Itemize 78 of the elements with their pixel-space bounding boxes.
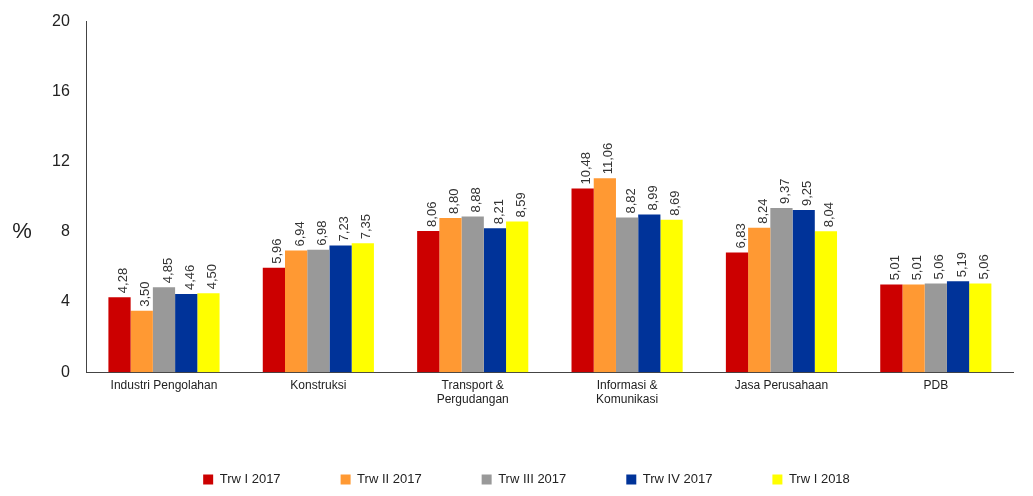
bar [483,228,507,373]
data-label: 4,46 [181,264,197,291]
bar [130,310,153,373]
data-label: 8,82 [622,188,638,214]
data-label: 8,88 [468,187,484,213]
y-tick-label: 16 [52,82,70,100]
legend-label: Trw IV 2017 [642,471,713,487]
data-label: 6,98 [313,220,329,246]
data-label: 5,96 [269,238,285,264]
bar [748,227,771,373]
data-label: 6,94 [291,221,307,247]
y-tick-label: 0 [60,362,70,380]
data-label: 8,80 [446,188,462,214]
legend-label: Trw III 2017 [498,471,567,487]
bar [152,287,176,373]
bar [175,294,198,373]
bar [351,243,374,373]
bar [725,252,749,373]
y-tick-label: 8 [60,222,70,240]
x-tick-label: Informasi & Komunikasi [596,377,659,407]
bar [197,293,220,373]
data-label: 5,06 [931,254,947,280]
bar [969,283,992,373]
y-tick-label: 4 [60,292,70,310]
bar [439,217,462,373]
data-label: 4,50 [204,264,220,290]
y-tick-label: 20 [52,12,70,30]
bar [902,284,925,373]
data-label: 5,01 [886,255,902,281]
bar [924,283,947,373]
data-label: 4,85 [159,257,175,284]
bar [638,214,661,373]
data-label: 4,28 [115,267,131,294]
bar [880,284,903,373]
bar [417,230,440,373]
bar [615,217,639,373]
data-label: 9,25 [799,180,815,207]
data-label: 7,23 [336,216,352,242]
x-tick-label: PDB [923,377,949,392]
y-axis-title: % [12,218,32,244]
legend-label: Trw I 2017 [219,471,281,487]
bar [262,267,285,373]
bar [285,250,308,373]
data-label: 9,37 [777,178,793,204]
x-tick-label: Industri Pengolahan [110,377,218,392]
y-tick-label: 12 [52,152,70,170]
data-label: 8,99 [644,185,660,211]
bar [571,188,594,373]
x-tick-label: Transport & Pergudangan [436,377,509,407]
data-label: 8,21 [490,198,506,225]
bar [946,281,970,373]
data-label: 5,06 [975,254,991,280]
bar [329,245,352,373]
data-label: 8,04 [821,201,837,228]
bar [461,216,484,373]
bar [593,178,616,373]
x-tick-label: Konstruksi [290,377,347,392]
data-label: 8,69 [667,190,683,216]
bar [307,249,330,373]
data-label: 3,50 [137,281,153,307]
data-label: 5,01 [909,255,925,281]
bar [660,219,683,373]
bar [108,297,131,373]
x-tick-label: Jasa Perusahaan [734,377,829,392]
data-label: 8,24 [754,198,770,224]
data-label: 7,35 [358,214,374,240]
bar [506,221,529,373]
bar [814,231,838,373]
data-label: 5,19 [953,251,969,278]
data-label: 8,06 [423,201,439,227]
bar [792,210,815,373]
legend-label: Trw II 2017 [357,471,422,487]
data-label: 8,59 [512,192,528,218]
data-label: 6,83 [732,223,748,249]
data-label: 11,06 [600,142,616,175]
data-label: 10,48 [578,151,594,185]
legend-label: Trw I 2018 [788,471,850,487]
bar [770,207,793,373]
